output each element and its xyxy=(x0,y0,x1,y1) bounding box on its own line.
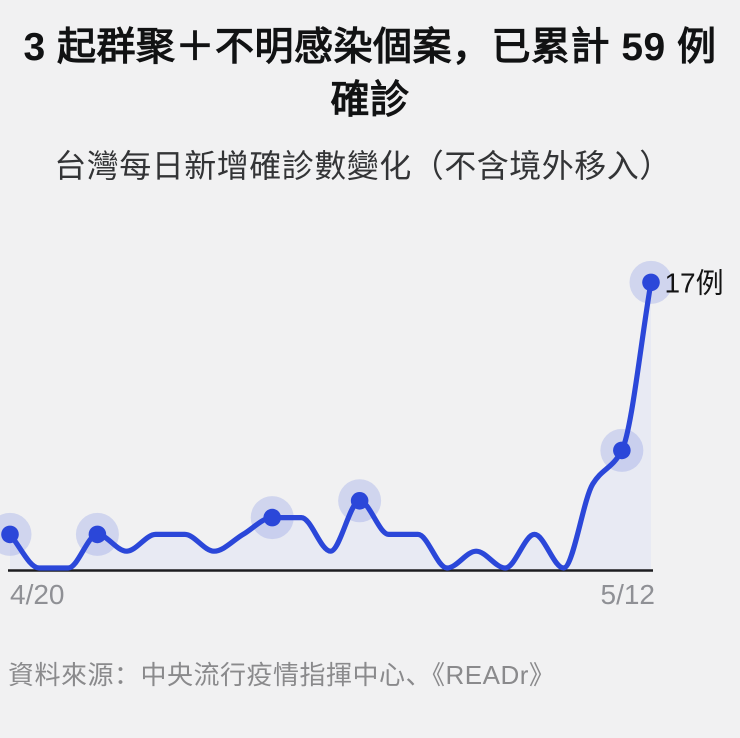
point-dot xyxy=(1,525,19,544)
point-dot xyxy=(642,273,660,292)
trend-line xyxy=(7,279,654,571)
x-axis-label-end: 5/12 xyxy=(601,579,656,610)
chart-title: 台灣每日新增確診數變化（不含境外移入） xyxy=(54,148,672,184)
point-dot xyxy=(263,508,282,527)
x-axis-label-start: 4/20 xyxy=(10,579,65,610)
peak-annotation: 17例 xyxy=(664,267,723,298)
source-credit: 資料來源：中央流行疫情指揮中心、《READr》 xyxy=(8,660,556,690)
point-dot xyxy=(88,525,107,544)
headline: 3 起群聚＋不明感染個案，已累計 59 例確診 xyxy=(23,26,717,122)
data-point-halos xyxy=(0,260,673,556)
area-fill xyxy=(10,282,651,571)
point-dot xyxy=(350,492,369,510)
data-point-dots xyxy=(1,273,660,544)
point-dot xyxy=(613,441,631,460)
